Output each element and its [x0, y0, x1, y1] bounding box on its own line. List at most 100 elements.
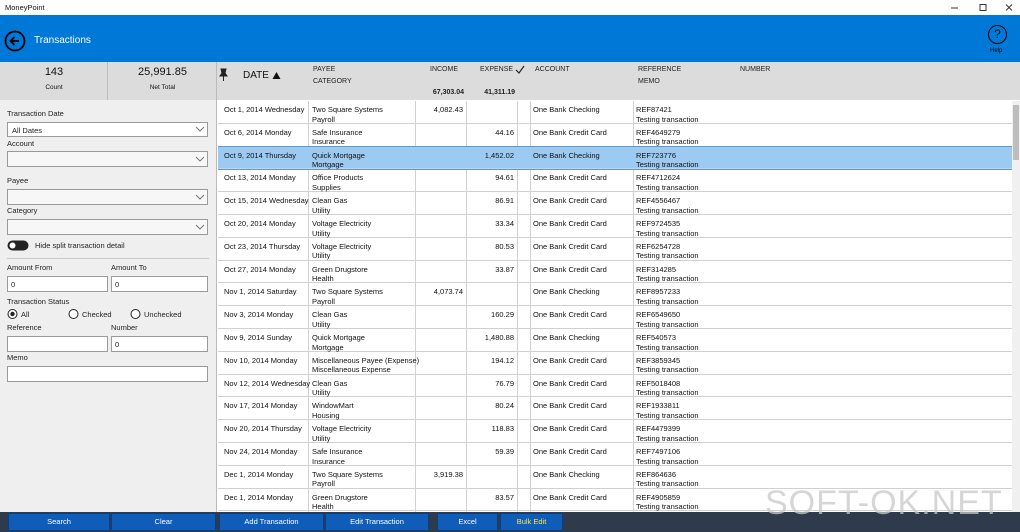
account-cell: One Bank Credit Card [533, 401, 607, 411]
hide-split-toggle[interactable] [7, 240, 29, 251]
account-cell: One Bank Credit Card [533, 378, 607, 388]
command-button[interactable]: Bulk Edit [500, 513, 563, 531]
transaction-date-dropdown[interactable] [7, 122, 208, 137]
payee-dropdown[interactable] [7, 189, 208, 205]
memo-label: Memo [7, 353, 28, 362]
scrollbar-thumb[interactable] [1013, 105, 1019, 160]
payee-cell: Two Square Systems [312, 287, 383, 297]
status-option[interactable]: Checked [82, 310, 112, 319]
reference-cell: REF4649279 [636, 127, 681, 137]
transaction-row[interactable]: Dec 1, 2014 Monday Green Drugstore Health 8… [218, 489, 1012, 512]
back-button[interactable] [4, 30, 26, 52]
account-cell: One Bank Credit Card [533, 196, 607, 206]
command-button[interactable]: Edit Transaction [325, 513, 429, 531]
transaction-date-value: All Dates [12, 126, 43, 135]
amount-to-input[interactable] [111, 276, 208, 292]
reference-input[interactable] [7, 336, 108, 352]
command-button[interactable]: Add Transaction [219, 513, 324, 531]
category-cell: Mortgage [312, 342, 344, 352]
transaction-date-label: Transaction Date [7, 109, 64, 118]
transaction-row[interactable]: Oct 13, 2014 Monday Office Products Suppli… [218, 169, 1012, 193]
transaction-row[interactable]: Nov 3, 2014 Monday Clean Gas Utility 160.29… [218, 306, 1012, 329]
net-total-value: 25,991.85 [138, 66, 187, 78]
category-header[interactable]: CATEGORY [313, 78, 352, 85]
column-divider [308, 101, 309, 512]
transaction-row[interactable]: Nov 9, 2014 Sunday Quick Mortgage Mortgage… [218, 329, 1012, 352]
category-cell: Mortgage [312, 160, 344, 170]
expense-header[interactable]: EXPENSE [480, 66, 514, 73]
transaction-row[interactable]: Oct 1, 2014 Wednesday Two Square Systems P… [218, 101, 1012, 124]
account-cell: One Bank Credit Card [533, 310, 607, 320]
status-label: Transaction Status [7, 297, 70, 306]
number-value: 0 [115, 340, 120, 349]
net-total-label: Net Total [149, 84, 176, 91]
category-label: Category [7, 206, 38, 215]
transaction-row[interactable]: Nov 12, 2014 Wednesday Clean Gas Utility 76… [218, 375, 1012, 398]
income-cell: 4,082.43 [433, 105, 463, 114]
reference-header[interactable]: REFERENCE [638, 66, 682, 73]
command-button[interactable]: Clear [111, 513, 216, 531]
account-cell: One Bank Credit Card [533, 264, 607, 274]
help-label: Help [990, 48, 1003, 54]
command-button[interactable]: Search [8, 513, 110, 531]
transaction-row[interactable]: Oct 9, 2014 Thursday Quick Mortgage Mortga… [218, 145, 1012, 171]
transaction-row[interactable]: Oct 23, 2014 Thursday Voltage Electricity… [218, 238, 1012, 261]
transaction-row[interactable]: Oct 20, 2014 Monday Voltage Electricity Ut… [218, 215, 1012, 238]
memo-input[interactable] [7, 366, 208, 382]
number-input[interactable] [111, 336, 208, 352]
command-button[interactable]: Excel [437, 513, 498, 531]
account-dropdown[interactable] [7, 151, 208, 167]
transaction-row[interactable]: Oct 15, 2014 Wednesday Clean Gas Utility 86… [218, 192, 1012, 215]
transaction-row[interactable]: Oct 27, 2014 Monday Green Drugstore Health… [218, 261, 1012, 284]
category-cell: Insurance [312, 456, 345, 466]
account-cell: One Bank Credit Card [533, 447, 607, 456]
scrollbar[interactable] [1012, 101, 1020, 512]
payee-cell: Green Drugstore [312, 492, 368, 502]
expense-cell: 80.24 [495, 401, 514, 411]
status-option[interactable]: All [21, 310, 30, 319]
separator [7, 258, 209, 259]
window-controls[interactable] [940, 0, 1020, 15]
checked-header[interactable] [515, 65, 525, 74]
account-cell: One Bank Credit Card [533, 127, 607, 137]
date-cell: Oct 23, 2014 Thursday [224, 241, 301, 251]
memo-cell: Testing transaction [636, 342, 699, 352]
reference-cell: REF3859345 [636, 355, 681, 365]
date-cell: Nov 17, 2014 Monday [224, 401, 298, 411]
status-option[interactable]: Unchecked [144, 310, 182, 319]
account-cell: One Bank Checking [533, 150, 600, 160]
reference-cell: REF5018408 [636, 378, 681, 388]
count-value: 143 [44, 66, 64, 78]
date-cell: Oct 1, 2014 Wednesday [224, 105, 305, 114]
net-total-panel [108, 62, 217, 100]
date-header[interactable]: DATE [243, 70, 269, 81]
date-cell: Nov 1, 2014 Saturday [224, 287, 297, 297]
transaction-row[interactable]: Nov 1, 2014 Saturday Two Square Systems Pa… [218, 283, 1012, 307]
transaction-row[interactable]: Nov 24, 2014 Monday Safe Insurance Insuran… [218, 443, 1012, 466]
transaction-row[interactable]: Oct 6, 2014 Monday Safe Insurance Insuranc… [218, 124, 1012, 147]
income-header[interactable]: INCOME [430, 66, 458, 73]
category-cell: Utility [312, 251, 331, 261]
category-dropdown[interactable] [7, 219, 208, 235]
category-cell: Health [312, 502, 334, 512]
transaction-row[interactable]: Nov 17, 2014 Monday WindowMart Housing 80.2… [218, 397, 1012, 421]
transaction-row[interactable]: Nov 20, 2014 Thursday Voltage Electricity… [218, 420, 1012, 443]
number-header[interactable]: NUMBER [740, 66, 771, 73]
amount-from-input[interactable] [7, 276, 108, 292]
transaction-row[interactable]: Dec 1, 2014 Monday Two Square Systems Payr… [218, 466, 1012, 489]
pin-icon[interactable] [217, 68, 229, 82]
account-cell: One Bank Credit Card [533, 241, 607, 251]
account-cell: One Bank Credit Card [533, 173, 607, 183]
status-radios[interactable] [7, 308, 147, 320]
memo-cell: Testing transaction [636, 410, 699, 420]
memo-header[interactable]: MEMO [638, 78, 660, 85]
payee-cell: Quick Mortgage [312, 150, 365, 160]
transaction-grid: Oct 1, 2014 Wednesday Two Square Systems P… [218, 101, 1012, 512]
payee-label: Payee [7, 176, 29, 185]
payee-header[interactable]: PAYEE [313, 66, 336, 73]
account-header[interactable]: ACCOUNT [535, 66, 570, 73]
amount-to-label: Amount To [111, 263, 147, 272]
transaction-row[interactable]: Nov 10, 2014 Monday Miscellaneous Payee (… [218, 352, 1012, 375]
help-button[interactable]: ? [988, 25, 1007, 44]
